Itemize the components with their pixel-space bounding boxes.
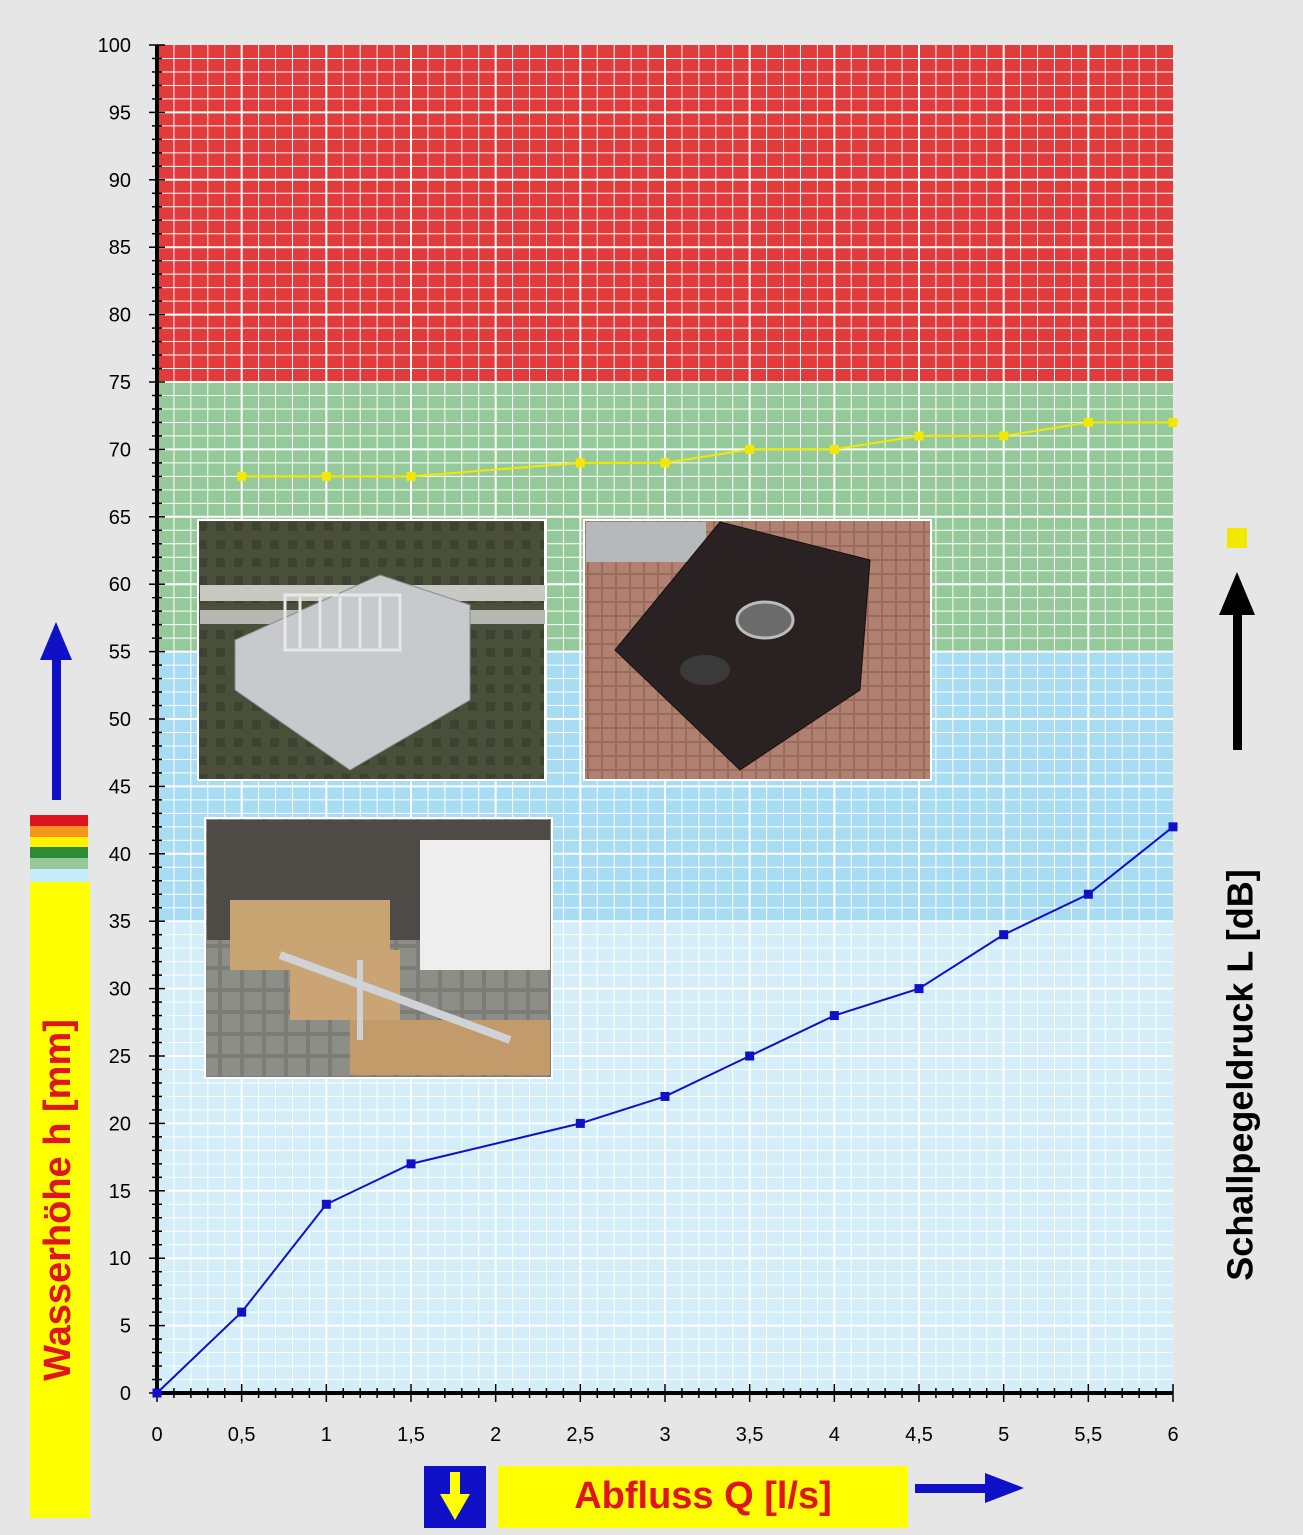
y-tick-labels: 0 5 10 15 20 25 30 35 40 45 50 55 60 65 70 75 80 85 90 95 10… bbox=[98, 35, 131, 1405]
y-tick-label: 10 bbox=[109, 1248, 131, 1270]
y-tick-label: 15 bbox=[109, 1181, 131, 1203]
x-tick-label: 1 bbox=[321, 1424, 332, 1446]
x-tick-label: 1,5 bbox=[397, 1424, 425, 1446]
data-point bbox=[321, 471, 331, 481]
x-tick-label: 2,5 bbox=[566, 1424, 594, 1446]
y-tick-label: 85 bbox=[109, 237, 131, 259]
y-tick-label: 75 bbox=[109, 372, 131, 394]
data-point bbox=[745, 1051, 755, 1061]
yellow-marker-swatch bbox=[1227, 528, 1247, 548]
color-stripes bbox=[30, 815, 88, 882]
up-arrow-icon bbox=[40, 622, 72, 800]
y-tick-label: 35 bbox=[109, 911, 131, 933]
series-line-0 bbox=[156, 826, 1174, 1394]
ylabel-highlight bbox=[30, 882, 90, 1518]
right-arrow-icon bbox=[915, 1473, 1024, 1503]
y-tick-label: 0 bbox=[120, 1383, 131, 1405]
data-point bbox=[406, 1159, 416, 1169]
data-point bbox=[829, 444, 839, 454]
y-tick-label: 5 bbox=[120, 1316, 131, 1338]
y2-axis-title: Schallpegeldruck L [dB] bbox=[1220, 869, 1261, 1280]
data-point bbox=[1083, 417, 1093, 427]
data-point bbox=[575, 458, 585, 468]
data-point bbox=[660, 458, 670, 468]
up-arrow-icon bbox=[1219, 572, 1255, 750]
y-tick-label: 90 bbox=[109, 170, 131, 192]
photo-inlet-grate bbox=[197, 519, 546, 781]
data-point bbox=[914, 984, 924, 994]
y-tick-label: 95 bbox=[109, 102, 131, 124]
y-tick-label: 100 bbox=[98, 35, 131, 57]
data-point bbox=[1168, 417, 1178, 427]
data-point bbox=[745, 444, 755, 454]
data-point bbox=[152, 1388, 162, 1398]
data-point bbox=[237, 471, 247, 481]
y-tick-label: 50 bbox=[109, 709, 131, 731]
y-tick-label: 20 bbox=[109, 1113, 131, 1135]
data-point bbox=[1083, 889, 1093, 899]
data-point bbox=[999, 431, 1009, 441]
photo-test-rig bbox=[204, 817, 553, 1079]
y-tick-label: 45 bbox=[109, 776, 131, 798]
series-layer bbox=[152, 417, 1178, 1398]
data-point bbox=[1168, 822, 1178, 832]
y-tick-label: 60 bbox=[109, 574, 131, 596]
data-point bbox=[660, 1091, 670, 1101]
x-tick-label: 3 bbox=[659, 1424, 670, 1446]
x-tick-label: 2 bbox=[490, 1424, 501, 1446]
xlabel-highlight bbox=[498, 1466, 908, 1528]
data-point bbox=[406, 471, 416, 481]
y-tick-label: 40 bbox=[109, 844, 131, 866]
axes bbox=[149, 44, 1174, 1402]
y-tick-label: 25 bbox=[109, 1046, 131, 1068]
x-tick-label: 4 bbox=[829, 1424, 840, 1446]
data-point bbox=[237, 1307, 247, 1317]
data-point bbox=[914, 431, 924, 441]
y-tick-label: 65 bbox=[109, 507, 131, 529]
data-point bbox=[829, 1011, 839, 1021]
y-tick-label: 70 bbox=[109, 439, 131, 461]
x-tick-label: 3,5 bbox=[736, 1424, 764, 1446]
x-tick-label: 5 bbox=[998, 1424, 1009, 1446]
y-axis-title: Wasserhöhe h [mm] bbox=[37, 1019, 79, 1381]
data-point bbox=[321, 1199, 331, 1209]
x-tick-label: 6 bbox=[1167, 1424, 1178, 1446]
y-tick-label: 55 bbox=[109, 642, 131, 664]
x-axis-title: Abfluss Q [l/s] bbox=[574, 1475, 832, 1517]
data-point bbox=[999, 930, 1009, 940]
y-tick-label: 80 bbox=[109, 305, 131, 327]
x-tick-label: 4,5 bbox=[905, 1424, 933, 1446]
x-tick-label: 0 bbox=[151, 1424, 162, 1446]
down-arrow-icon bbox=[424, 1466, 486, 1528]
x-tick-label: 5,5 bbox=[1074, 1424, 1102, 1446]
x-tick-labels: 0 0,5 1 1,5 2 2,5 3 3,5 4 4,5 5 5,5 6 bbox=[151, 1424, 1178, 1446]
x-tick-label: 0,5 bbox=[228, 1424, 256, 1446]
data-point bbox=[575, 1118, 585, 1128]
photo-outlet-box bbox=[583, 519, 932, 781]
y-tick-label: 30 bbox=[109, 979, 131, 1001]
